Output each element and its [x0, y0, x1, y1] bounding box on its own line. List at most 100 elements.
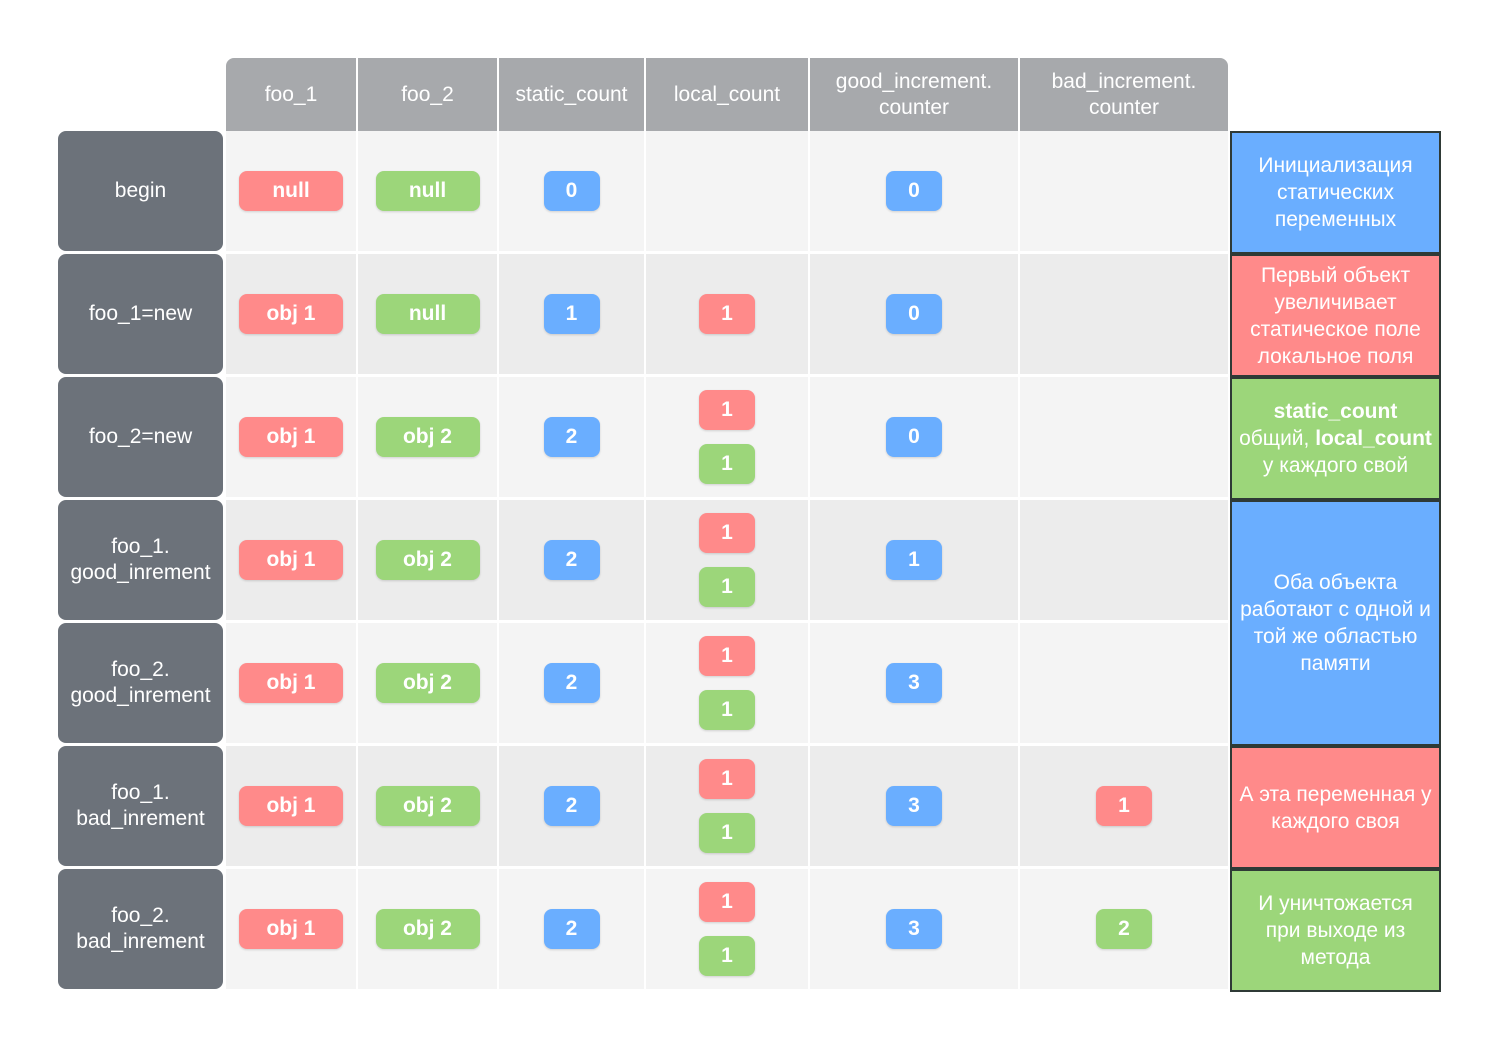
- column-header: local_count: [646, 58, 808, 131]
- cell: 1: [499, 254, 644, 374]
- value-badge: 1: [543, 294, 600, 334]
- cell: 0: [499, 131, 644, 251]
- note-run: Первый объект увеличивает статическое по…: [1250, 263, 1427, 368]
- cell: obj 2: [358, 500, 497, 620]
- cell: 0: [810, 377, 1018, 497]
- note-run: общий,: [1239, 400, 1404, 450]
- row-label: foo_1. good_inrement: [58, 500, 223, 620]
- note: И уничтожается при выходе из метода: [1230, 869, 1441, 992]
- value-badge: 1: [699, 567, 755, 607]
- value-badge: 1: [1096, 786, 1152, 826]
- value-badge: 0: [543, 171, 600, 211]
- cell: 2: [499, 746, 644, 866]
- cell: null: [358, 131, 497, 251]
- note: Инициализация статических переменных: [1230, 131, 1441, 254]
- value-badge: null: [375, 294, 480, 334]
- cell: obj 2: [358, 746, 497, 866]
- value-badge: obj 1: [239, 417, 343, 457]
- value-badge: 3: [886, 909, 942, 949]
- value-badge: 1: [699, 513, 755, 553]
- cell: obj 1: [226, 869, 356, 989]
- cell: 1: [646, 254, 808, 374]
- cell: 1: [810, 500, 1018, 620]
- column-header: foo_2: [358, 58, 497, 131]
- value-badge: obj 2: [375, 786, 480, 826]
- row-label: foo_1. bad_inrement: [58, 746, 223, 866]
- cell: [646, 131, 808, 251]
- cell: 0: [810, 254, 1018, 374]
- cell: obj 2: [358, 377, 497, 497]
- value-badge: 1: [699, 936, 755, 976]
- value-badge: 0: [886, 171, 942, 211]
- value-badge: obj 2: [375, 417, 480, 457]
- column-header: bad_increment. counter: [1020, 58, 1228, 131]
- value-badge: obj 2: [375, 909, 480, 949]
- value-badge: 2: [543, 909, 600, 949]
- value-badge: obj 2: [375, 540, 480, 580]
- cell: null: [226, 131, 356, 251]
- value-badge: 1: [699, 813, 755, 853]
- cell: null: [358, 254, 497, 374]
- cell: [1020, 623, 1228, 743]
- note-run: Инициализация статических переменных: [1258, 154, 1419, 231]
- value-badge: 0: [886, 417, 942, 457]
- column-header: good_increment. counter: [810, 58, 1018, 131]
- value-badge: 1: [699, 444, 755, 484]
- cell: obj 1: [226, 623, 356, 743]
- cell: 3: [810, 746, 1018, 866]
- cell: obj 2: [358, 869, 497, 989]
- value-badge: 1: [699, 390, 755, 430]
- cell: obj 1: [226, 500, 356, 620]
- cell: 3: [810, 869, 1018, 989]
- cell: obj 2: [358, 623, 497, 743]
- note-run: Оба объекта работают с одной и той же об…: [1240, 571, 1437, 675]
- value-badge: 3: [886, 786, 942, 826]
- cell: obj 1: [226, 746, 356, 866]
- value-badge: 1: [699, 882, 755, 922]
- value-badge: 0: [886, 294, 942, 334]
- cell: 2: [499, 500, 644, 620]
- note: Оба объекта работают с одной и той же об…: [1230, 500, 1441, 746]
- note-run: А эта переменная у каждого своя: [1239, 782, 1438, 833]
- row-label: begin: [58, 131, 223, 251]
- note-text: А эта переменная у каждого своя: [1238, 781, 1433, 835]
- cell: 1: [1020, 746, 1228, 866]
- value-badge: 1: [699, 636, 755, 676]
- note-text: Оба объекта работают с одной и той же об…: [1238, 569, 1433, 677]
- note-text: static_count общий, local_count у каждог…: [1238, 398, 1433, 479]
- cell: 2: [1020, 869, 1228, 989]
- cell: obj 1: [226, 254, 356, 374]
- note: static_count общий, local_count у каждог…: [1230, 377, 1441, 500]
- value-badge: 2: [1096, 909, 1152, 949]
- note: А эта переменная у каждого своя: [1230, 746, 1441, 869]
- cell: [1020, 500, 1228, 620]
- value-badge: obj 2: [375, 663, 480, 703]
- note-text: Инициализация статических переменных: [1238, 152, 1433, 233]
- row-label: foo_2. bad_inrement: [58, 869, 223, 989]
- note-run: И уничтожается при выходе из метода: [1258, 892, 1419, 969]
- value-badge: 2: [543, 417, 600, 457]
- row-label: foo_2. good_inrement: [58, 623, 223, 743]
- value-badge: obj 1: [239, 294, 343, 334]
- value-badge: 2: [543, 663, 600, 703]
- value-badge: 2: [543, 540, 600, 580]
- value-badge: null: [375, 171, 480, 211]
- note-bold-text: local_count: [1315, 427, 1432, 450]
- note-text: Первый объект увеличивает статическое по…: [1238, 262, 1433, 370]
- cell: obj 1: [226, 377, 356, 497]
- cell: 2: [499, 377, 644, 497]
- value-badge: 2: [543, 786, 600, 826]
- cell: 3: [810, 623, 1018, 743]
- value-badge: obj 1: [239, 540, 343, 580]
- value-badge: obj 1: [239, 786, 343, 826]
- value-badge: 1: [699, 759, 755, 799]
- note-run: у каждого свой: [1262, 427, 1438, 477]
- value-badge: obj 1: [239, 663, 343, 703]
- note: Первый объект увеличивает статическое по…: [1230, 254, 1441, 377]
